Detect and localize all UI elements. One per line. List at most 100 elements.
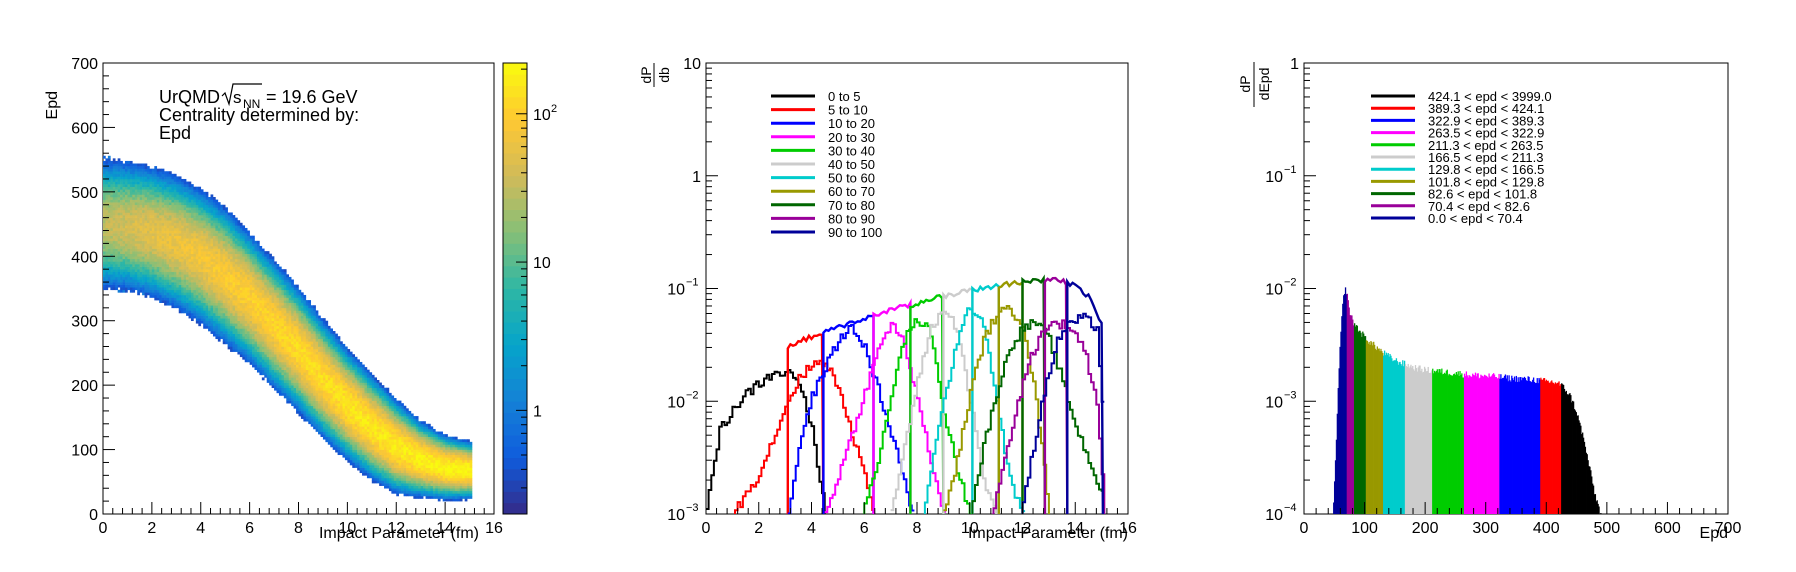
heatmap-cell bbox=[266, 287, 270, 291]
heatmap-cell bbox=[146, 287, 150, 291]
heatmap-cell bbox=[281, 274, 285, 278]
heatmap-cell bbox=[264, 364, 268, 368]
heatmap-cell bbox=[308, 387, 312, 391]
heatmap-cell bbox=[190, 212, 194, 216]
heatmap-cell bbox=[151, 269, 155, 273]
heatmap-cell bbox=[337, 354, 341, 358]
heatmap-cell bbox=[337, 416, 341, 419]
heatmap-cell bbox=[239, 227, 243, 231]
heatmap-cell bbox=[313, 338, 316, 342]
heatmap-cell bbox=[183, 274, 187, 278]
heatmap-cell bbox=[195, 258, 199, 262]
heatmap-cell bbox=[274, 325, 277, 329]
heatmap-cell bbox=[210, 217, 214, 221]
heatmap-cell bbox=[247, 302, 250, 306]
heatmap-cell bbox=[105, 264, 109, 267]
heatmap-cell bbox=[200, 235, 204, 239]
heatmap-cell bbox=[149, 256, 153, 260]
heatmap-cell bbox=[215, 307, 219, 311]
heatmap-cell bbox=[291, 325, 294, 329]
heatmap-cell bbox=[144, 217, 148, 221]
heatmap-cell bbox=[200, 238, 204, 242]
heatmap-cell bbox=[227, 266, 231, 270]
heatmap-cell bbox=[110, 191, 114, 195]
heatmap-cell bbox=[264, 312, 268, 316]
heatmap-cell bbox=[247, 336, 250, 340]
heatmap-cell bbox=[168, 294, 172, 298]
heatmap-cell bbox=[288, 382, 292, 386]
heatmap-cell bbox=[203, 315, 206, 319]
heatmap-cell bbox=[342, 346, 346, 350]
heatmap-cell bbox=[269, 325, 272, 329]
heatmap-cell bbox=[139, 289, 143, 293]
heatmap-cell bbox=[112, 253, 116, 257]
heatmap-cell bbox=[222, 266, 226, 270]
heatmap-cell bbox=[247, 258, 250, 262]
heatmap-cell bbox=[293, 398, 297, 401]
heatmap-cell bbox=[146, 191, 150, 195]
heatmap-cell bbox=[230, 333, 233, 337]
heatmap-cell bbox=[154, 230, 158, 234]
heatmap-cell bbox=[278, 392, 282, 396]
heatmap-cell bbox=[293, 284, 297, 288]
heatmap-cell bbox=[110, 233, 114, 236]
heatmap-cell bbox=[283, 297, 287, 301]
heatmap-cell bbox=[208, 227, 211, 231]
heatmap-cell bbox=[252, 351, 255, 355]
heatmap-cell bbox=[296, 408, 299, 412]
heatmap-cell bbox=[200, 315, 204, 319]
heatmap-cell bbox=[159, 261, 162, 265]
heatmap-cell bbox=[200, 289, 204, 293]
heatmap-cell bbox=[335, 377, 338, 381]
heatmap-cell bbox=[303, 349, 307, 352]
heatmap-cell bbox=[190, 215, 194, 218]
heatmap-cell bbox=[142, 215, 145, 218]
heatmap-cell bbox=[220, 248, 224, 252]
heatmap-cell bbox=[168, 191, 172, 195]
heatmap-cell bbox=[300, 416, 304, 419]
heatmap-cell bbox=[156, 292, 160, 296]
heatmap-cell bbox=[266, 256, 270, 260]
heatmap-cell bbox=[115, 202, 118, 206]
heatmap-cell bbox=[190, 264, 194, 267]
heatmap-cell bbox=[193, 284, 197, 288]
heatmap-cell bbox=[310, 392, 314, 396]
heatmap-cell bbox=[122, 163, 126, 167]
heatmap-cell bbox=[283, 351, 287, 355]
heatmap-cell bbox=[227, 312, 231, 316]
heatmap-cell bbox=[203, 191, 206, 195]
heatmap-cell bbox=[220, 269, 224, 273]
heatmap-cell bbox=[193, 269, 197, 273]
heatmap-cell bbox=[124, 251, 128, 255]
heatmap-cell bbox=[315, 367, 319, 370]
heatmap-cell bbox=[303, 374, 307, 378]
heatmap-cell bbox=[132, 282, 136, 285]
heatmap-cell bbox=[117, 235, 121, 239]
heatmap-cell bbox=[117, 158, 121, 162]
heatmap-cell bbox=[300, 395, 304, 399]
heatmap-cell bbox=[230, 258, 233, 262]
heatmap-cell bbox=[322, 408, 326, 412]
heatmap-cell bbox=[225, 318, 228, 322]
heatmap-cell bbox=[325, 403, 329, 407]
heatmap-cell bbox=[274, 374, 277, 378]
heatmap-cell bbox=[281, 292, 285, 296]
heatmap-cell bbox=[249, 243, 253, 247]
heatmap-cell bbox=[183, 261, 187, 265]
heatmap-cell bbox=[298, 361, 302, 365]
heatmap-cell bbox=[234, 276, 238, 280]
heatmap-cell bbox=[144, 279, 148, 283]
heatmap-cell bbox=[269, 356, 272, 360]
heatmap-cell bbox=[124, 194, 128, 198]
heatmap-cell bbox=[286, 292, 290, 296]
heatmap-cell bbox=[203, 318, 206, 322]
heatmap-cell bbox=[335, 439, 338, 443]
heatmap-cell bbox=[254, 341, 258, 345]
heatmap-cell bbox=[215, 261, 219, 265]
heatmap-cell bbox=[340, 349, 343, 352]
heatmap-cell bbox=[340, 392, 343, 396]
heatmap-cell bbox=[159, 300, 162, 303]
heatmap-cell bbox=[164, 282, 167, 285]
heatmap-cell bbox=[110, 189, 114, 193]
heatmap-cell bbox=[186, 199, 189, 203]
